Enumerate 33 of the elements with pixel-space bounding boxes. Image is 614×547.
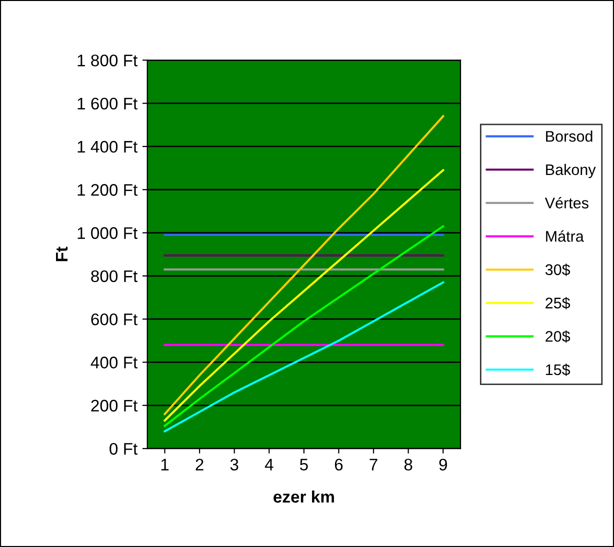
x-tick-label: 6 [334,458,343,471]
legend-label: Bakony [546,164,596,178]
line-series [164,169,444,422]
legend-label: Vértes [544,197,588,208]
x-tick-label: 5 [300,458,308,471]
y-tick-label: 1 000 Ft [78,227,138,239]
y-tick-label: 1 800 Ft [78,54,138,66]
x-axis-title: ezer km [274,490,334,503]
line-series [164,115,444,416]
y-axis-title: Ft [56,246,68,262]
x-tick-label: 4 [264,458,274,470]
y-tick-label: 1 200 Ft [78,184,138,196]
y-tick-label: 600 Ft [91,313,138,326]
y-tick-label: 0 Ft [110,442,138,455]
legend-label: 30$ [545,264,570,276]
line-series [164,225,444,427]
x-tick-label: 3 [230,458,238,471]
x-tick-label: 8 [404,458,412,471]
y-tick-label: 800 Ft [91,270,138,282]
legend-label: Mátra [546,230,584,242]
y-tick-label: 400 Ft [90,356,138,368]
legend-label: 20$ [546,330,570,343]
y-tick-label: 1 400 Ft [78,140,138,153]
x-tick-label: 9 [439,458,447,471]
legend-label: Borsod [546,130,592,142]
y-tick-label: 1 600 Ft [78,98,138,110]
x-tick-label: 1 [161,458,169,470]
x-tick-label: 2 [196,458,204,470]
y-tick-label: 200 Ft [91,400,138,412]
legend-label: 15$ [546,364,570,376]
x-tick-label: 7 [370,458,378,470]
line-series [164,281,444,432]
legend-label: 25$ [546,297,570,310]
